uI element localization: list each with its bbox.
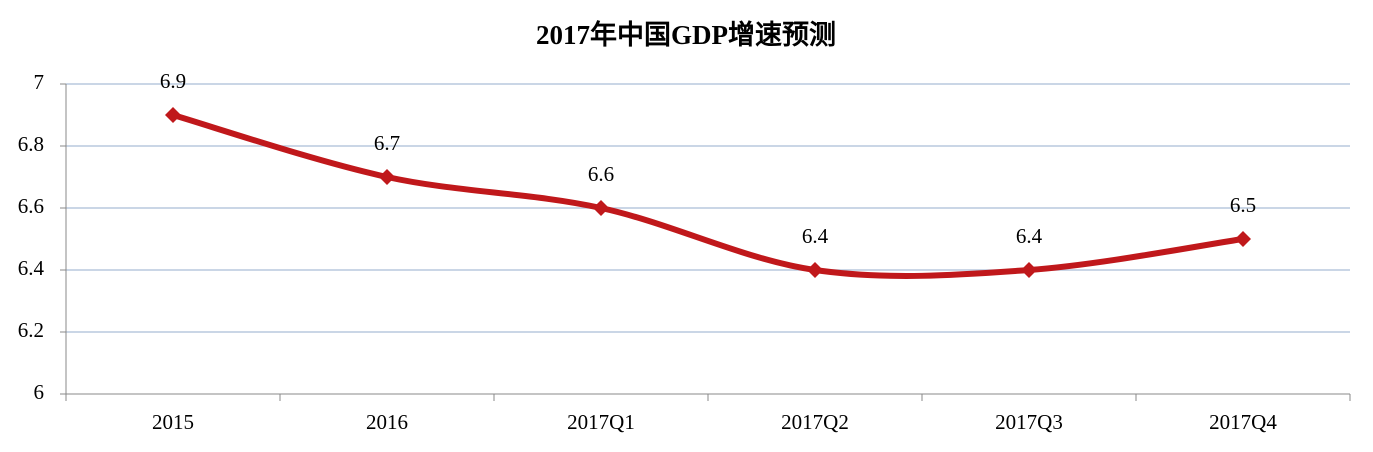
- data-label: 6.9: [160, 69, 186, 93]
- data-label: 6.4: [802, 224, 829, 248]
- y-tick-label: 6.2: [18, 318, 44, 342]
- data-label: 6.5: [1230, 193, 1256, 217]
- marker: [379, 169, 395, 185]
- marker: [1021, 262, 1037, 278]
- series-line: [172, 112, 1244, 279]
- marker: [1235, 231, 1251, 247]
- y-tick-label: 6.4: [18, 256, 45, 280]
- y-tick-label: 6.6: [18, 194, 44, 218]
- x-tick-label: 2016: [366, 410, 408, 434]
- x-tick-label: 2017Q4: [1209, 410, 1277, 434]
- marker: [165, 107, 181, 123]
- y-tick-label: 6: [34, 380, 45, 404]
- x-tick-label: 2017Q1: [567, 410, 635, 434]
- data-label: 6.4: [1016, 224, 1043, 248]
- marker: [807, 262, 823, 278]
- x-tick-label: 2017Q3: [995, 410, 1063, 434]
- y-tick-label: 6.8: [18, 132, 44, 156]
- x-tick-label: 2015: [152, 410, 194, 434]
- marker: [593, 200, 609, 216]
- x-tick-label: 2017Q2: [781, 410, 849, 434]
- data-label: 6.6: [588, 162, 614, 186]
- y-tick-label: 7: [34, 70, 45, 94]
- data-label: 6.7: [374, 131, 400, 155]
- chart-title: 2017年中国GDP增速预测: [536, 19, 836, 50]
